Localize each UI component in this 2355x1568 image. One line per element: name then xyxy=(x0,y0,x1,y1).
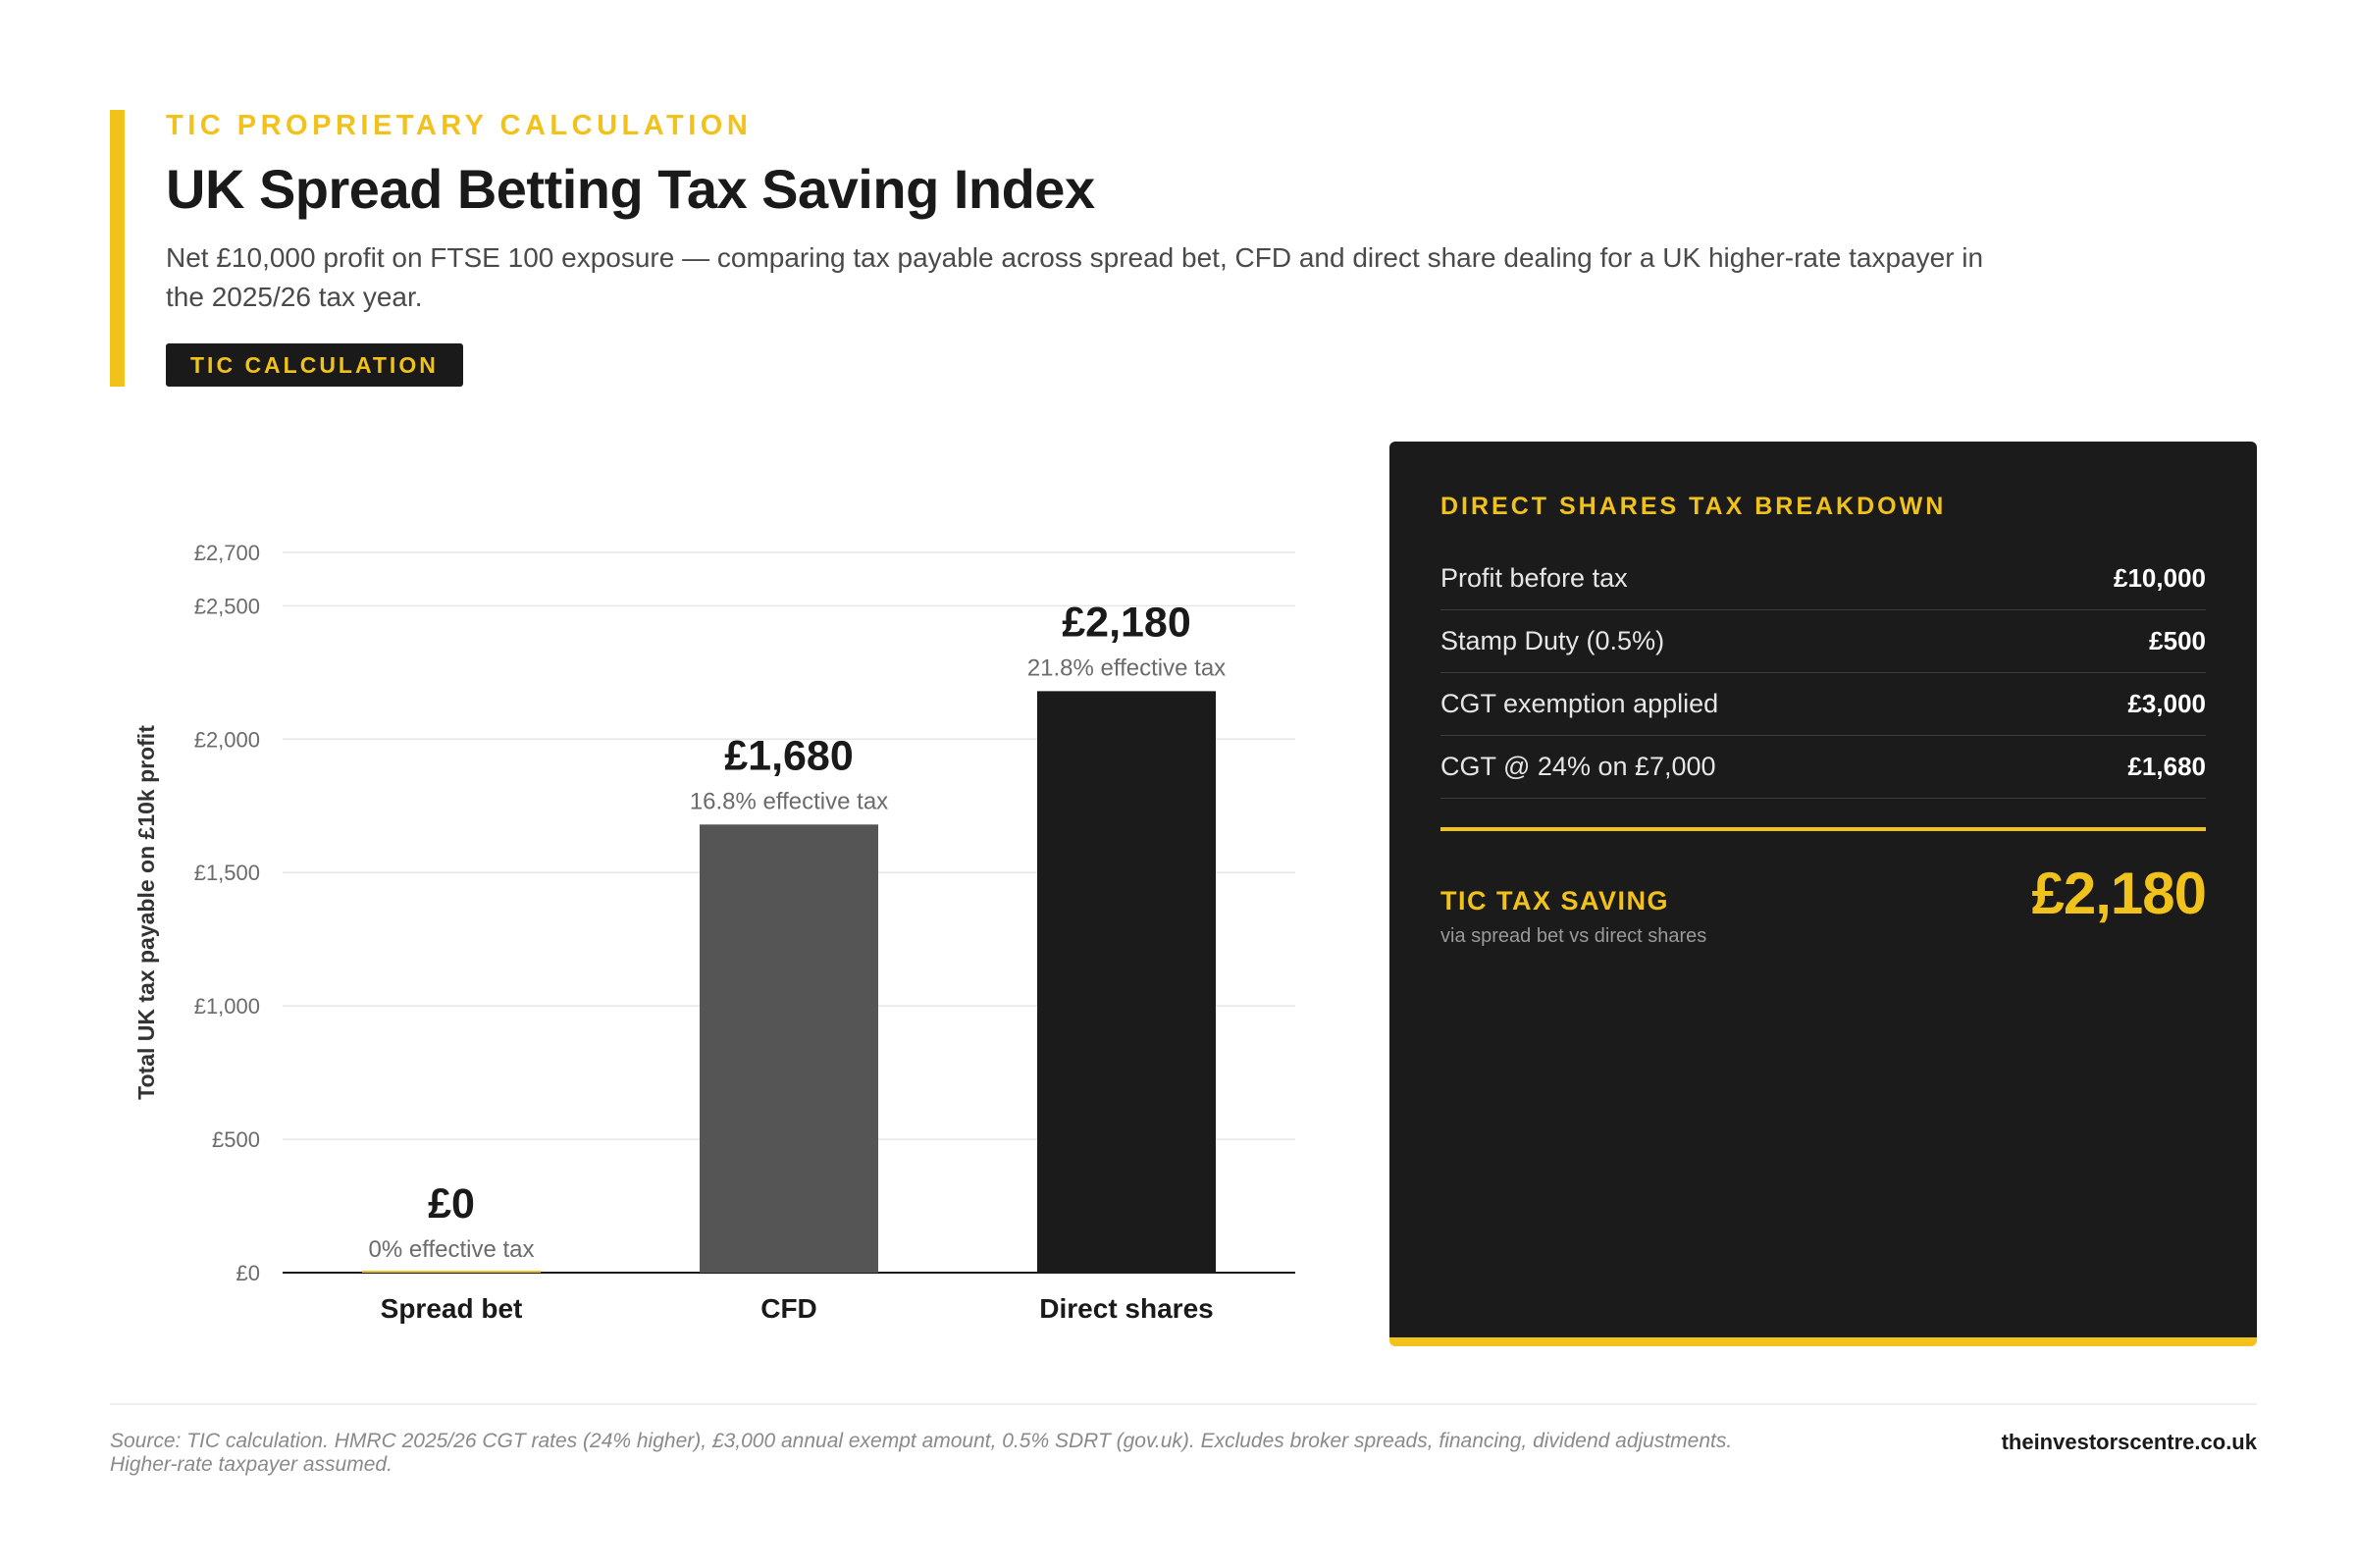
y-tick-label: £2,700 xyxy=(194,541,260,565)
saving-value: £2,180 xyxy=(2031,861,2207,926)
bar-value-label: £0 xyxy=(428,1180,475,1228)
row-label: Stamp Duty (0.5%) xyxy=(1440,626,1665,655)
y-tick-label: £2,000 xyxy=(194,727,260,752)
row-value: £10,000 xyxy=(2114,563,2206,593)
row-value: £3,000 xyxy=(2127,689,2206,718)
calculation-badge: TIC CALCULATION xyxy=(166,343,463,387)
bar-sub-label: 0% effective tax xyxy=(369,1236,535,1263)
y-axis-title: Total UK tax payable on £10k profit xyxy=(133,725,159,1100)
y-tick-label: £2,500 xyxy=(194,594,260,618)
bar-sub-label: 21.8% effective tax xyxy=(1027,654,1226,681)
y-tick-label: £1,500 xyxy=(194,861,260,885)
row-value: £1,680 xyxy=(2127,752,2206,781)
y-tick-label: £1,000 xyxy=(194,994,260,1019)
y-tick-label: £0 xyxy=(236,1261,260,1285)
breakdown-row: CGT @ 24% on £7,000 £1,680 xyxy=(1440,736,2206,799)
row-value: £500 xyxy=(2149,626,2206,655)
saving-note: via spread bet vs direct shares xyxy=(1440,925,1707,947)
bar xyxy=(700,824,878,1273)
row-label: Profit before tax xyxy=(1440,563,1628,593)
breakdown-row: Stamp Duty (0.5%) £500 xyxy=(1440,610,2206,673)
breakdown-row: CGT exemption applied £3,000 xyxy=(1440,673,2206,736)
breakdown-rows: Profit before tax £10,000 Stamp Duty (0.… xyxy=(1440,548,2206,799)
eyebrow-label: TIC PROPRIETARY CALCULATION xyxy=(166,110,753,141)
bar xyxy=(362,1271,541,1273)
breakdown-row: Profit before tax £10,000 xyxy=(1440,548,2206,610)
bar xyxy=(1037,691,1216,1273)
tax-breakdown-panel: DIRECT SHARES TAX BREAKDOWN Profit befor… xyxy=(1389,442,2257,1346)
row-label: CGT @ 24% on £7,000 xyxy=(1440,752,1716,781)
panel-title: DIRECT SHARES TAX BREAKDOWN xyxy=(1440,493,1947,520)
footer-divider xyxy=(110,1403,2257,1405)
bar-value-label: £2,180 xyxy=(1062,599,1191,646)
row-label: CGT exemption applied xyxy=(1440,689,1719,718)
tax-bar-chart: £0 £500 £1,000 £1,500 £2,000 £2,500 £2,700 £0 0… xyxy=(133,541,1295,1324)
page-title: UK Spread Betting Tax Saving Index xyxy=(166,158,1095,220)
x-category-label: Direct shares xyxy=(1039,1293,1213,1324)
y-tick-label: £500 xyxy=(212,1127,260,1152)
page-subtitle: Net £10,000 profit on FTSE 100 exposure … xyxy=(166,242,1984,312)
panel-divider xyxy=(1440,827,2206,831)
site-credit: theinvestorscentre.co.uk xyxy=(2001,1430,2257,1454)
source-note: Source: TIC calculation. HMRC 2025/26 CG… xyxy=(110,1430,1733,1476)
bar-sub-label: 16.8% effective tax xyxy=(690,788,888,814)
x-category-label: Spread bet xyxy=(381,1293,523,1324)
x-category-label: CFD xyxy=(760,1293,817,1324)
bar-value-label: £1,680 xyxy=(724,732,854,779)
accent-bar xyxy=(110,110,125,387)
saving-label: TIC TAX SAVING xyxy=(1440,886,1670,915)
